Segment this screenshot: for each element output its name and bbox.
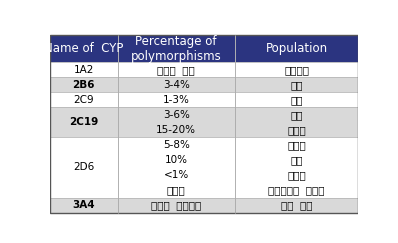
Bar: [50, 138, 118, 198]
Bar: [50, 62, 118, 77]
Text: 3-4%: 3-4%: [163, 80, 190, 90]
Bar: [118, 198, 235, 213]
Bar: [50, 92, 118, 107]
Bar: [235, 92, 358, 107]
Text: 5-8%: 5-8%: [163, 140, 190, 150]
Text: 2C9: 2C9: [73, 95, 94, 105]
Text: 백인: 백인: [290, 80, 303, 90]
Text: Percentage of
polymorphisms: Percentage of polymorphisms: [131, 35, 222, 62]
Text: 소수의  개체변이: 소수의 개체변이: [151, 200, 201, 210]
Text: 백인: 백인: [290, 95, 303, 105]
Text: 2C19: 2C19: [69, 117, 98, 127]
Text: 일본인: 일본인: [287, 170, 306, 180]
Text: 유럽인: 유럽인: [287, 140, 306, 150]
Text: 개체별  상이: 개체별 상이: [157, 65, 195, 75]
Bar: [50, 77, 118, 92]
Text: 백인: 백인: [290, 155, 303, 165]
Text: 동양인: 동양인: [287, 125, 306, 135]
Bar: [235, 35, 358, 62]
Bar: [50, 107, 118, 138]
Text: 모든  인종: 모든 인종: [281, 200, 312, 210]
Bar: [118, 62, 235, 77]
Text: 1-3%: 1-3%: [163, 95, 190, 105]
Bar: [118, 92, 235, 107]
Bar: [50, 198, 118, 213]
Bar: [235, 138, 358, 198]
Text: 10%: 10%: [165, 155, 188, 165]
Text: 백인: 백인: [290, 110, 303, 120]
Text: 아프리카와  동양계: 아프리카와 동양계: [268, 185, 325, 195]
Bar: [235, 62, 358, 77]
Bar: [235, 77, 358, 92]
Text: 과발현: 과발현: [167, 185, 185, 195]
Bar: [235, 107, 358, 138]
Text: 3A4: 3A4: [72, 200, 95, 210]
Text: Population: Population: [265, 42, 328, 55]
Bar: [118, 35, 235, 62]
Bar: [118, 77, 235, 92]
Bar: [118, 138, 235, 198]
Text: 모든인종: 모든인종: [284, 65, 309, 75]
Text: 2B6: 2B6: [72, 80, 95, 90]
Text: 1A2: 1A2: [74, 65, 94, 75]
Bar: [118, 107, 235, 138]
Text: 15-20%: 15-20%: [156, 125, 196, 135]
Text: <1%: <1%: [164, 170, 189, 180]
Bar: [235, 198, 358, 213]
Bar: [50, 35, 118, 62]
Text: 2D6: 2D6: [73, 163, 94, 173]
Text: Name of  CYP: Name of CYP: [44, 42, 123, 55]
Text: 3-6%: 3-6%: [163, 110, 190, 120]
